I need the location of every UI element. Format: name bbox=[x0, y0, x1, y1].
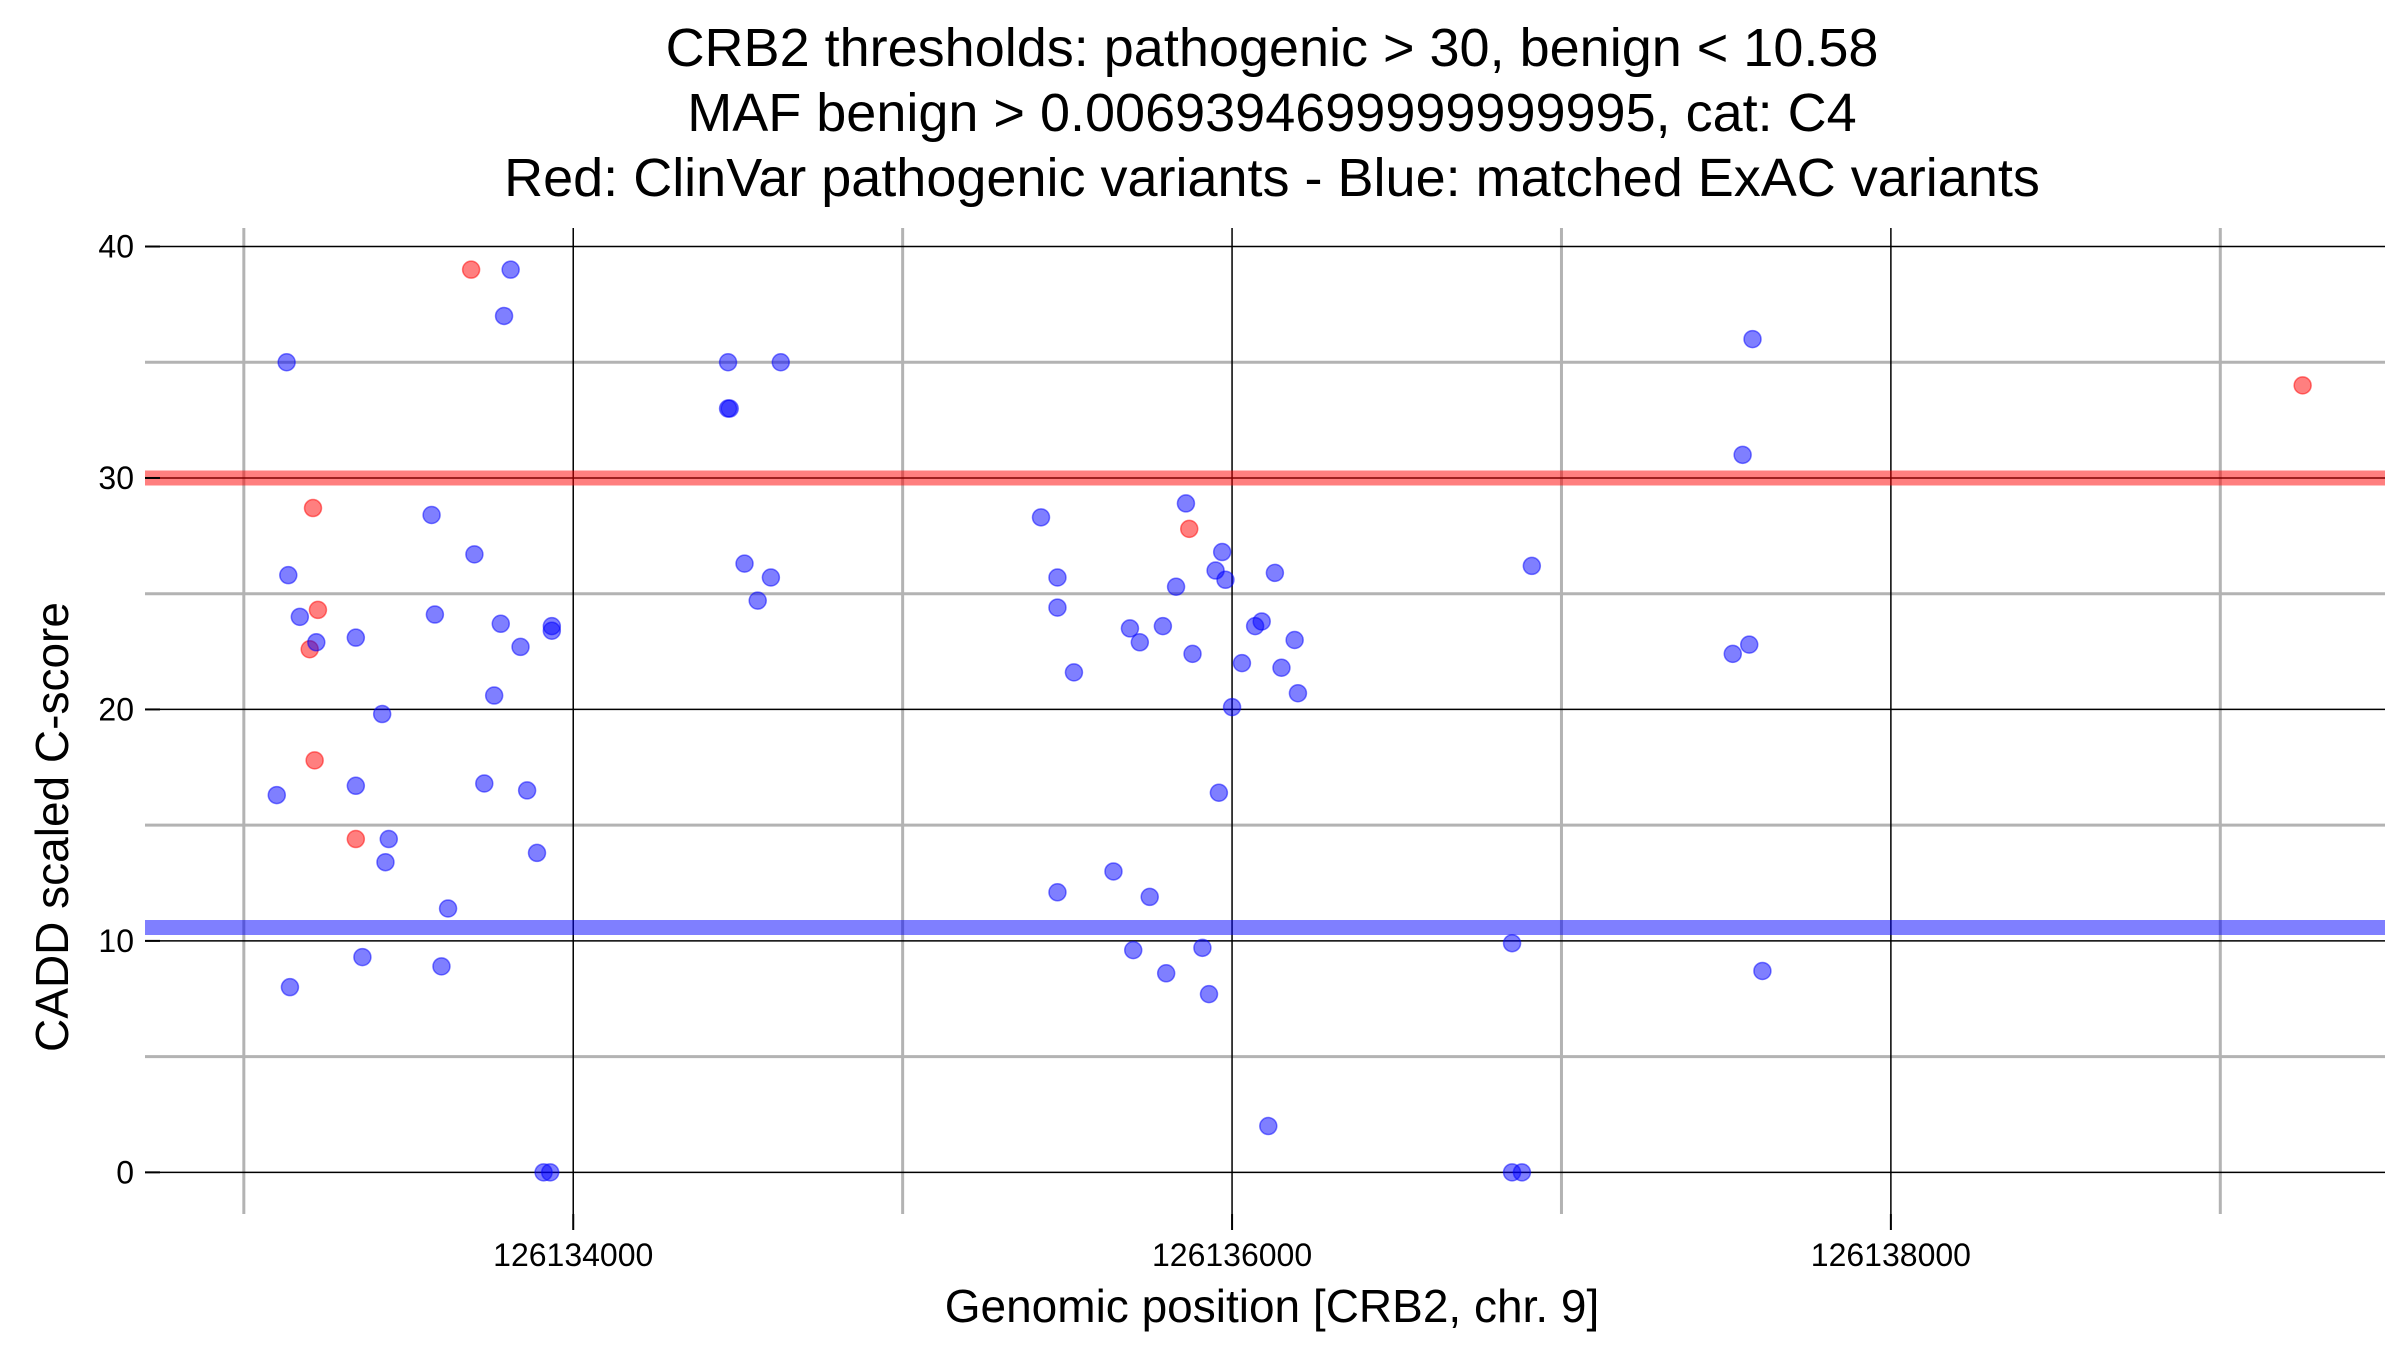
exac-point bbox=[540, 1163, 560, 1182]
exac-point bbox=[1739, 635, 1759, 654]
exac-point bbox=[735, 554, 754, 573]
exac-point bbox=[267, 785, 287, 805]
exac-point bbox=[1209, 783, 1229, 803]
clinvar-point bbox=[303, 498, 323, 518]
x-axis: 126134000 126136000 126138000 bbox=[493, 1214, 1971, 1273]
threshold-lines bbox=[145, 470, 2385, 935]
exac-point bbox=[511, 637, 530, 657]
exac-point bbox=[280, 977, 300, 997]
clinvar-point bbox=[1179, 519, 1199, 539]
exac-point bbox=[542, 621, 562, 640]
exac-point bbox=[1176, 494, 1196, 513]
exac-point bbox=[475, 774, 494, 793]
exac-point bbox=[771, 352, 791, 372]
exac-point bbox=[1252, 612, 1271, 631]
clinvar-point bbox=[305, 751, 324, 770]
exac-point bbox=[748, 591, 767, 610]
exac-point bbox=[372, 704, 392, 724]
exac-point bbox=[1733, 445, 1752, 465]
exac-point bbox=[1232, 653, 1252, 673]
exac-point bbox=[1265, 563, 1285, 583]
exac-point bbox=[425, 605, 445, 624]
y-tick-label: 0 bbox=[116, 1154, 134, 1190]
exac-point bbox=[718, 352, 738, 372]
exac-point bbox=[1512, 1163, 1532, 1182]
exac-point bbox=[1272, 658, 1291, 678]
exac-point bbox=[1123, 940, 1143, 960]
exac-point bbox=[290, 607, 310, 627]
data-points bbox=[267, 260, 2312, 1182]
exac-point bbox=[432, 957, 451, 976]
clinvar-point bbox=[308, 600, 328, 620]
exac-point bbox=[1259, 1116, 1278, 1136]
exac-point bbox=[1743, 329, 1762, 349]
exac-point bbox=[307, 633, 326, 652]
exac-point bbox=[1166, 577, 1186, 597]
exac-point bbox=[494, 306, 514, 326]
exac-point bbox=[438, 899, 458, 918]
exac-point bbox=[1212, 542, 1232, 562]
x-axis-title: Genomic position [CRB2, chr. 9] bbox=[945, 1280, 1600, 1332]
x-tick-label: 126136000 bbox=[1152, 1237, 1312, 1273]
exac-point bbox=[277, 352, 296, 372]
exac-point bbox=[1130, 633, 1150, 652]
exac-point bbox=[1753, 961, 1772, 981]
exac-point bbox=[465, 545, 484, 564]
exac-point bbox=[379, 829, 399, 849]
exac-point bbox=[422, 505, 441, 525]
exac-point bbox=[1723, 644, 1743, 664]
exac-point bbox=[1199, 984, 1219, 1004]
exac-point bbox=[1140, 887, 1159, 907]
y-tick-label: 10 bbox=[98, 923, 134, 959]
exac-point bbox=[1216, 570, 1235, 590]
exac-point bbox=[1193, 938, 1212, 958]
exac-point bbox=[1156, 964, 1176, 983]
y-tick-label: 20 bbox=[98, 691, 134, 727]
y-axis: 0 10 20 30 40 bbox=[98, 229, 160, 1190]
chart-title: CRB2 thresholds: pathogenic > 30, benign… bbox=[504, 18, 2040, 208]
exac-point bbox=[1522, 556, 1542, 576]
exac-point bbox=[1064, 663, 1084, 682]
exac-point bbox=[1048, 568, 1067, 587]
title-line-3: Red: ClinVar pathogenic variants - Blue:… bbox=[504, 148, 2040, 208]
x-tick-label: 126138000 bbox=[1811, 1237, 1971, 1273]
clinvar-point bbox=[346, 829, 366, 849]
clinvar-point bbox=[2293, 376, 2312, 395]
minor-gridlines bbox=[145, 228, 2385, 1214]
exac-point bbox=[527, 843, 547, 863]
exac-point bbox=[346, 776, 366, 796]
exac-point bbox=[1048, 598, 1067, 617]
y-axis-title: CADD scaled C-score bbox=[26, 602, 78, 1052]
exac-point bbox=[1104, 862, 1123, 881]
exac-point bbox=[501, 260, 520, 279]
exac-point bbox=[761, 568, 781, 587]
exac-point bbox=[353, 947, 372, 967]
clinvar-point bbox=[461, 260, 481, 279]
exac-point bbox=[484, 686, 504, 705]
title-line-1: CRB2 thresholds: pathogenic > 30, benign… bbox=[666, 18, 1879, 78]
exac-point bbox=[1288, 683, 1308, 703]
exac-point bbox=[1031, 508, 1051, 527]
exac-point bbox=[1183, 644, 1202, 664]
exac-point bbox=[1285, 630, 1304, 650]
exac-point bbox=[491, 614, 511, 634]
exac-point bbox=[1222, 697, 1242, 717]
exac-point bbox=[1153, 616, 1173, 636]
x-tick-label: 126134000 bbox=[493, 1237, 653, 1273]
title-line-2: MAF benign > 0.0069394699999999995, cat:… bbox=[687, 83, 1856, 143]
exac-point bbox=[376, 852, 395, 872]
exac-point bbox=[720, 399, 739, 418]
exac-point bbox=[346, 628, 366, 647]
exac-point bbox=[517, 781, 537, 800]
y-tick-label: 30 bbox=[98, 460, 134, 496]
exac-point bbox=[1120, 619, 1140, 638]
exac-point bbox=[1048, 883, 1067, 902]
y-tick-label: 40 bbox=[98, 229, 134, 265]
exac-point bbox=[279, 565, 298, 585]
exac-point bbox=[1502, 933, 1522, 953]
